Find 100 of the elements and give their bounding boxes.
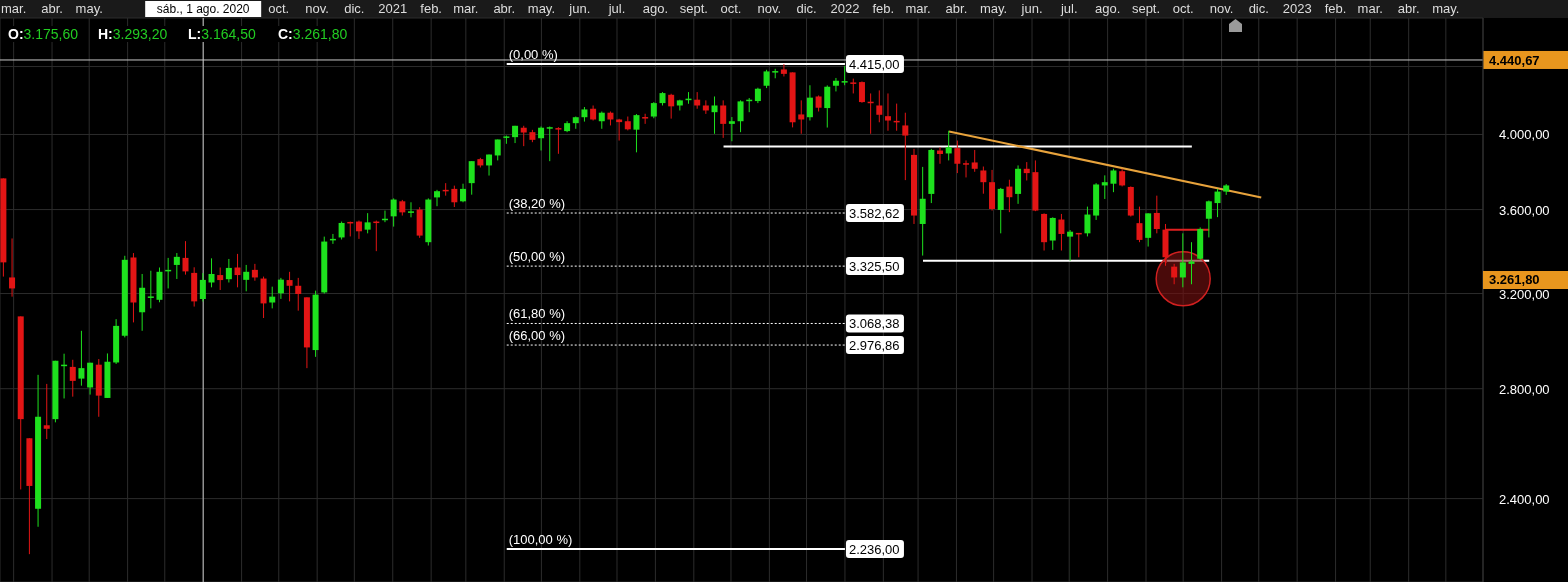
y-tick-label: 3.600,00 <box>1499 202 1550 218</box>
x-tick-label: sept. <box>679 1 708 16</box>
candlestick <box>538 126 545 152</box>
x-tick-label: jul. <box>1059 1 1078 16</box>
x-tick-label: oct. <box>1172 1 1194 16</box>
annotation: L:3.164,50 <box>188 26 256 42</box>
x-tick-label: abr. <box>945 1 968 16</box>
candlestick <box>208 257 215 288</box>
x-tick-label: jun. <box>568 1 591 16</box>
candlestick <box>832 77 839 92</box>
annotation: H:3.293,20 <box>98 26 168 42</box>
candlestick <box>9 237 16 298</box>
candlestick <box>971 149 978 173</box>
candlestick <box>711 95 718 135</box>
x-tick-label: mar. <box>453 1 479 16</box>
candlestick <box>980 166 987 195</box>
candlestick <box>173 252 180 280</box>
data-label: 4.415,00 <box>848 57 900 73</box>
data-label: 3.582,62 <box>848 206 900 222</box>
candlestick <box>884 92 891 132</box>
candlestick <box>520 125 527 147</box>
x-tick-label: dic. <box>796 1 817 16</box>
x-tick-label: nov. <box>305 1 329 16</box>
x-tick-label: dic. <box>1248 1 1269 16</box>
ref-line-label: sáb., 1 ago. 2020 <box>156 2 250 16</box>
series-label: (0,00 %) <box>508 47 558 63</box>
candlestick <box>798 99 805 135</box>
candlestick <box>780 63 787 77</box>
candlestick <box>1179 232 1186 288</box>
candlestick <box>434 189 441 207</box>
candlestick <box>494 138 501 161</box>
candlestick <box>1006 179 1013 213</box>
series-label: (61,80 %) <box>508 306 566 322</box>
x-tick-label: mar. <box>1357 1 1383 16</box>
text: 3.261,80 <box>1483 271 1568 289</box>
candlestick <box>763 69 770 89</box>
candlestick <box>243 264 250 292</box>
candlestick <box>1023 161 1030 181</box>
candlestick <box>460 183 467 203</box>
x-tick-label: 2021 <box>378 1 408 16</box>
x-tick-label: dic. <box>344 1 365 16</box>
candlestick <box>225 258 232 283</box>
x-tick-label: 2023 <box>1282 1 1312 16</box>
x-tick-label: feb. <box>420 1 442 16</box>
x-tick-label: nov. <box>1209 1 1234 16</box>
candlestick <box>642 113 649 125</box>
candlestick <box>702 99 709 115</box>
x-tick-label: may. <box>980 1 1008 16</box>
candlestick <box>963 159 970 178</box>
candlestick <box>1067 229 1074 262</box>
candlestick <box>1214 188 1221 218</box>
candlestick <box>182 240 189 276</box>
x-tick-label: oct. <box>720 1 742 16</box>
candlestick <box>546 126 553 162</box>
data-label: 2.236,00 <box>848 542 900 558</box>
candlestick <box>468 160 475 196</box>
candlestick <box>217 267 224 291</box>
x-tick-label: may. <box>527 1 556 16</box>
candlestick <box>234 253 241 288</box>
x-tick-label: abr. <box>1397 1 1420 16</box>
candlestick <box>806 84 813 122</box>
candlestick <box>251 263 258 282</box>
candlestick <box>824 84 831 129</box>
data-label: 3.068,38 <box>848 316 900 332</box>
candlestick <box>1205 200 1212 238</box>
x-tick-label: sept. <box>1131 1 1161 16</box>
candlestick <box>633 113 640 153</box>
x-tick-label: abr. <box>41 1 63 16</box>
candlestick <box>364 212 371 234</box>
candlestick <box>1084 206 1091 237</box>
candlestick <box>407 201 414 218</box>
candlestick <box>555 126 562 155</box>
candlestick <box>277 277 284 300</box>
candlestick <box>295 277 302 312</box>
x-tick-label: ago. <box>1094 1 1121 16</box>
x-tick-label: mar. <box>0 1 27 16</box>
candlestick <box>997 187 1004 234</box>
candlestick <box>728 116 735 142</box>
candlestick <box>737 99 744 133</box>
x-tick-label: feb. <box>872 1 895 16</box>
candlestick <box>199 272 206 302</box>
x-tick-label: feb. <box>1324 1 1347 16</box>
series-label: (100,00 %) <box>508 532 573 548</box>
x-tick-label: may. <box>1432 1 1460 16</box>
x-tick-label: 2022 <box>830 1 860 16</box>
candlestick <box>841 65 848 86</box>
y-tick-label: 3.200,00 <box>1499 286 1550 302</box>
ref-line-label: 4.440,67 <box>1489 52 1540 68</box>
candlestick <box>147 270 154 309</box>
candlestick <box>1171 263 1178 285</box>
x-tick-label: oct. <box>268 1 290 16</box>
x-tick-label: abr. <box>493 1 516 16</box>
candlestick <box>1110 168 1117 193</box>
candlestick <box>668 93 675 120</box>
data-label: 3.325,50 <box>848 259 900 275</box>
candlestick <box>858 80 865 104</box>
candlestick <box>43 383 50 440</box>
candlestick <box>451 185 458 208</box>
annotation: O:3.175,60 <box>8 26 79 42</box>
y-tick-label: 4.000,00 <box>1499 127 1550 143</box>
